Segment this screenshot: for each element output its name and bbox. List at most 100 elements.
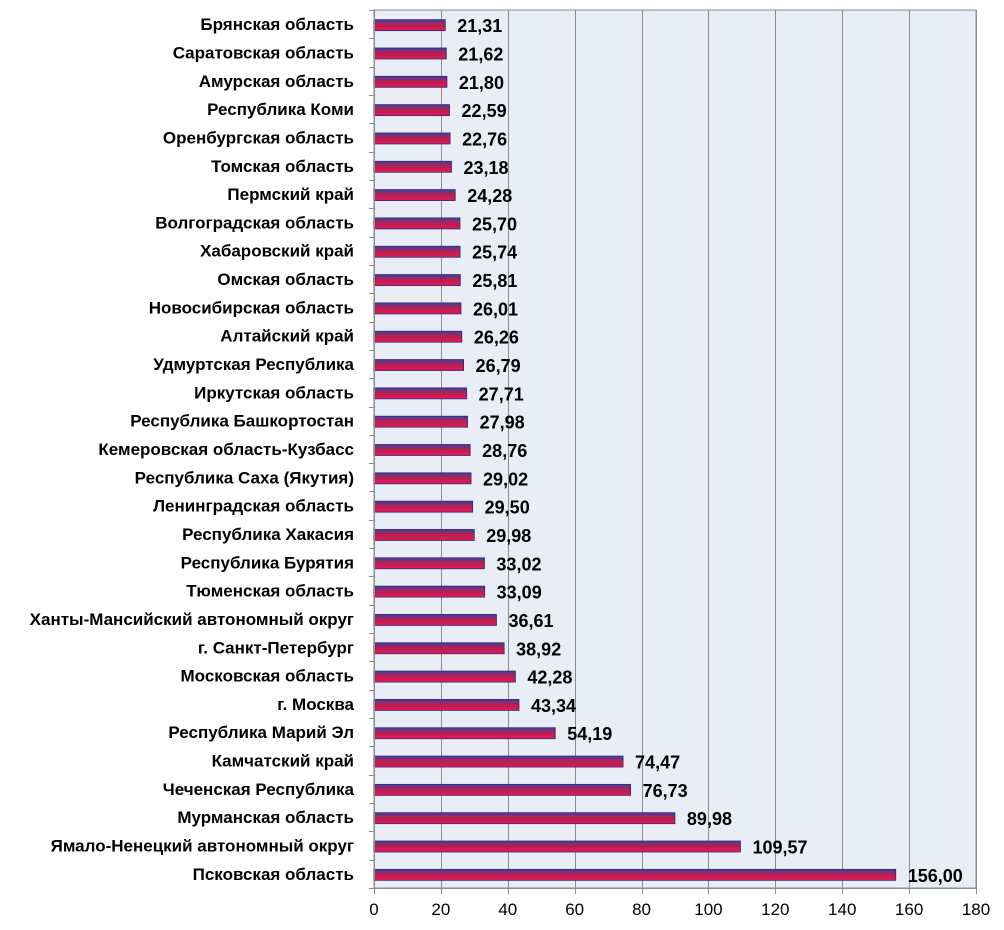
bar (373, 132, 451, 145)
bar (373, 245, 461, 258)
category-label: Чеченская Республика (163, 780, 355, 799)
bar (373, 670, 516, 683)
bar (373, 75, 448, 88)
x-tick-label: 20 (431, 900, 450, 919)
bar (373, 557, 485, 570)
category-label: Псковская область (193, 865, 354, 884)
value-label: 29,50 (485, 498, 530, 518)
x-tick-label: 40 (498, 900, 517, 919)
x-tick-label: 100 (694, 900, 722, 919)
bar (373, 104, 450, 117)
value-label: 25,81 (472, 271, 517, 291)
value-label: 109,57 (752, 838, 807, 858)
bar (373, 812, 676, 825)
category-label: Пермский край (227, 185, 354, 204)
value-label: 21,80 (459, 73, 504, 93)
bar (373, 274, 461, 286)
value-label: 76,73 (643, 781, 688, 801)
axes (369, 10, 977, 894)
value-label: 22,59 (462, 101, 507, 121)
value-label: 29,02 (483, 469, 528, 489)
bar (373, 217, 461, 230)
bar (373, 585, 486, 598)
value-label: 29,98 (486, 526, 531, 546)
bar (373, 444, 471, 456)
value-label: 26,79 (476, 356, 521, 376)
x-tick-label: 180 (962, 900, 990, 919)
bars (373, 19, 897, 881)
category-label: Республика Саха (Якутия) (135, 468, 354, 487)
x-tick-label: 120 (761, 900, 789, 919)
value-label: 21,62 (458, 44, 503, 64)
category-label: Мурманская область (177, 808, 354, 827)
category-label: Волгоградская область (155, 213, 354, 232)
bar (373, 472, 472, 485)
value-label: 26,01 (473, 299, 518, 319)
value-label: 43,34 (531, 696, 576, 716)
category-label: Удмуртская Республика (153, 355, 354, 374)
category-label: Ямало-Ненецкий автономный округ (51, 837, 354, 856)
x-tick-label: 0 (369, 900, 378, 919)
bar (373, 783, 632, 796)
x-tick-label: 60 (565, 900, 584, 919)
x-tick-label: 160 (895, 900, 923, 919)
bar (373, 699, 520, 711)
value-label: 54,19 (567, 724, 612, 744)
category-label: Иркутская область (194, 383, 354, 402)
category-label: Республика Хакасия (182, 525, 354, 544)
value-label: 25,74 (472, 243, 517, 263)
category-label: Новосибирская область (149, 298, 354, 317)
bar (373, 387, 468, 400)
value-label: 25,70 (472, 214, 517, 234)
bar (373, 47, 447, 60)
category-label: Томская область (211, 157, 354, 176)
category-label: Ханты-Мансийский автономный округ (30, 610, 354, 629)
bar (373, 19, 446, 32)
x-tick-labels: 0 20 40 60 80 100 120 140 160 180 (369, 900, 990, 919)
category-label: Тюменская область (186, 582, 354, 601)
category-label: Камчатский край (212, 752, 354, 771)
category-label: г. Москва (277, 695, 354, 714)
bar (373, 415, 468, 428)
plot-area (373, 9, 977, 889)
value-label: 42,28 (527, 668, 572, 688)
category-label: Кемеровская область-Кузбасс (98, 440, 354, 459)
bar (373, 840, 741, 853)
bar (373, 642, 505, 655)
value-label: 36,61 (508, 611, 553, 631)
category-label: Омская область (217, 270, 354, 289)
value-label: 22,76 (462, 129, 507, 149)
category-label: г. Санкт-Петербург (198, 638, 354, 657)
bar (373, 302, 462, 315)
value-label: 74,47 (635, 753, 680, 773)
bar (373, 160, 452, 173)
category-label: Амурская область (199, 72, 354, 91)
category-label: Республика Бурятия (181, 553, 354, 572)
value-label: 33,02 (496, 554, 541, 574)
category-label: Оренбургская область (163, 128, 354, 147)
bar (373, 189, 456, 201)
value-label: 27,98 (480, 413, 525, 433)
value-label: 156,00 (908, 866, 963, 886)
value-label: 38,92 (516, 639, 561, 659)
category-label: Саратовская область (173, 43, 354, 62)
bar (373, 868, 897, 881)
bar (373, 755, 624, 768)
value-label: 24,28 (467, 186, 512, 206)
value-label: 21,31 (457, 16, 502, 36)
bar (373, 614, 497, 626)
value-label: 27,71 (479, 384, 524, 404)
x-tick-label: 80 (632, 900, 651, 919)
category-label: Брянская область (200, 15, 354, 34)
value-labels: 21,31 21,62 21,80 22,59 22,76 23,18 24,28 25,70… (457, 16, 963, 886)
category-label: Хабаровский край (200, 242, 354, 261)
bar (373, 500, 474, 513)
category-label: Республика Коми (207, 100, 354, 119)
category-label: Республика Марий Эл (168, 723, 354, 742)
value-label: 28,76 (482, 441, 527, 461)
category-label: Алтайский край (220, 327, 354, 346)
category-label: Московская область (181, 667, 354, 686)
category-labels: Брянская область Саратовская область Амурс… (30, 15, 355, 884)
value-label: 89,98 (687, 809, 732, 829)
